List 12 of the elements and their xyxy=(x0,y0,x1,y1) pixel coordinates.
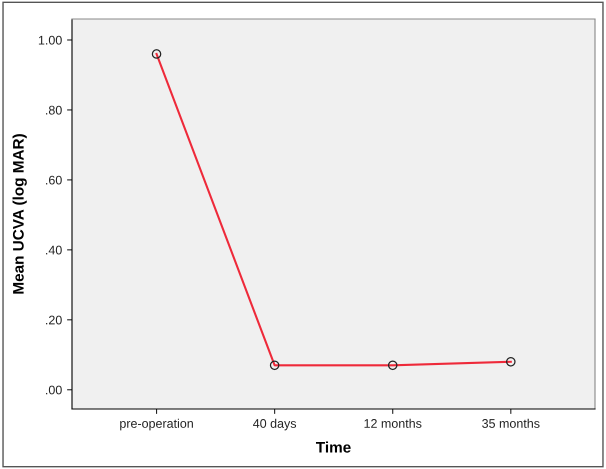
y-axis-title: Mean UCVA (log MAR) xyxy=(12,134,27,294)
y-tick-label: .20 xyxy=(46,316,62,324)
y-tick-label: .40 xyxy=(46,246,62,255)
x-tick-label: 12 months xyxy=(364,418,422,428)
x-tick-label: 35 months xyxy=(482,418,540,428)
y-tick-label: .00 xyxy=(46,386,62,394)
x-tick-label: pre-operation xyxy=(120,418,193,430)
y-tick-label: .80 xyxy=(46,106,62,115)
x-tick-label: 40 days xyxy=(253,418,296,430)
y-tick-label: 1.00 xyxy=(38,36,62,45)
x-axis-title: Time xyxy=(316,441,351,453)
y-tick-label: .60 xyxy=(46,176,62,185)
